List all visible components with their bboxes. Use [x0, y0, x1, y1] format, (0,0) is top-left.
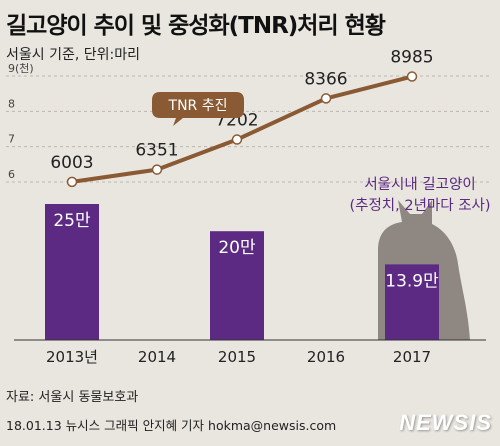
x-tick-label: 2016 — [307, 348, 345, 366]
newsis-logo: NEWSIS — [399, 410, 492, 435]
bar — [45, 204, 99, 340]
line-value-label: 8366 — [304, 69, 347, 89]
chart-title: 길고양이 추이 및 중성화(TNR)처리 현황 — [6, 13, 386, 39]
cat-annotation: 서울시내 길고양이 (추정치, 2년마다 조사) — [349, 176, 490, 214]
chart-subtitle: 서울시 기준, 단위:마리 — [6, 47, 140, 63]
annotation-line: 서울시내 길고양이 — [364, 176, 475, 193]
bar — [385, 264, 439, 340]
line-point — [320, 93, 332, 104]
bar-value-label: 13.9만 — [385, 271, 439, 291]
line-point — [406, 71, 418, 82]
annotation-line: (추정치, 2년마다 조사) — [349, 197, 490, 214]
x-axis-labels: 2013년 2014 2015 2016 2017 — [46, 348, 431, 366]
x-tick-label: 2013년 — [46, 348, 98, 366]
bar-series: 25만 20만 13.9만 — [45, 204, 439, 340]
y-tick-label: 7 — [8, 133, 15, 146]
line-value-label: 8985 — [390, 48, 433, 68]
bar-value-label: 20만 — [218, 238, 256, 258]
y-axis-ticks: 9(천) 8 7 6 — [8, 61, 34, 181]
x-tick-label: 2017 — [393, 348, 431, 366]
tnr-label: TNR 추진 — [168, 98, 228, 114]
source-text: 자료: 서울시 동물보호과 — [6, 390, 139, 405]
line-point — [66, 176, 78, 188]
line-point — [151, 164, 163, 175]
line-value-label: 6351 — [135, 141, 178, 161]
y-tick-label: 8 — [8, 97, 15, 110]
bar — [210, 231, 264, 340]
line-value-label: 6003 — [50, 153, 93, 173]
x-tick-label: 2015 — [218, 348, 256, 366]
x-tick-label: 2014 — [138, 348, 176, 366]
y-tick-label: 6 — [8, 168, 15, 181]
credit-text: 18.01.13 뉴시스 그래픽 안지혜 기자 hokma@newsis.com — [6, 418, 337, 433]
tnr-legend-label: TNR 추진 — [152, 92, 244, 126]
line-point — [231, 134, 243, 145]
bar-value-label: 25만 — [53, 211, 91, 231]
y-tick-label: 9(천) — [8, 61, 34, 75]
